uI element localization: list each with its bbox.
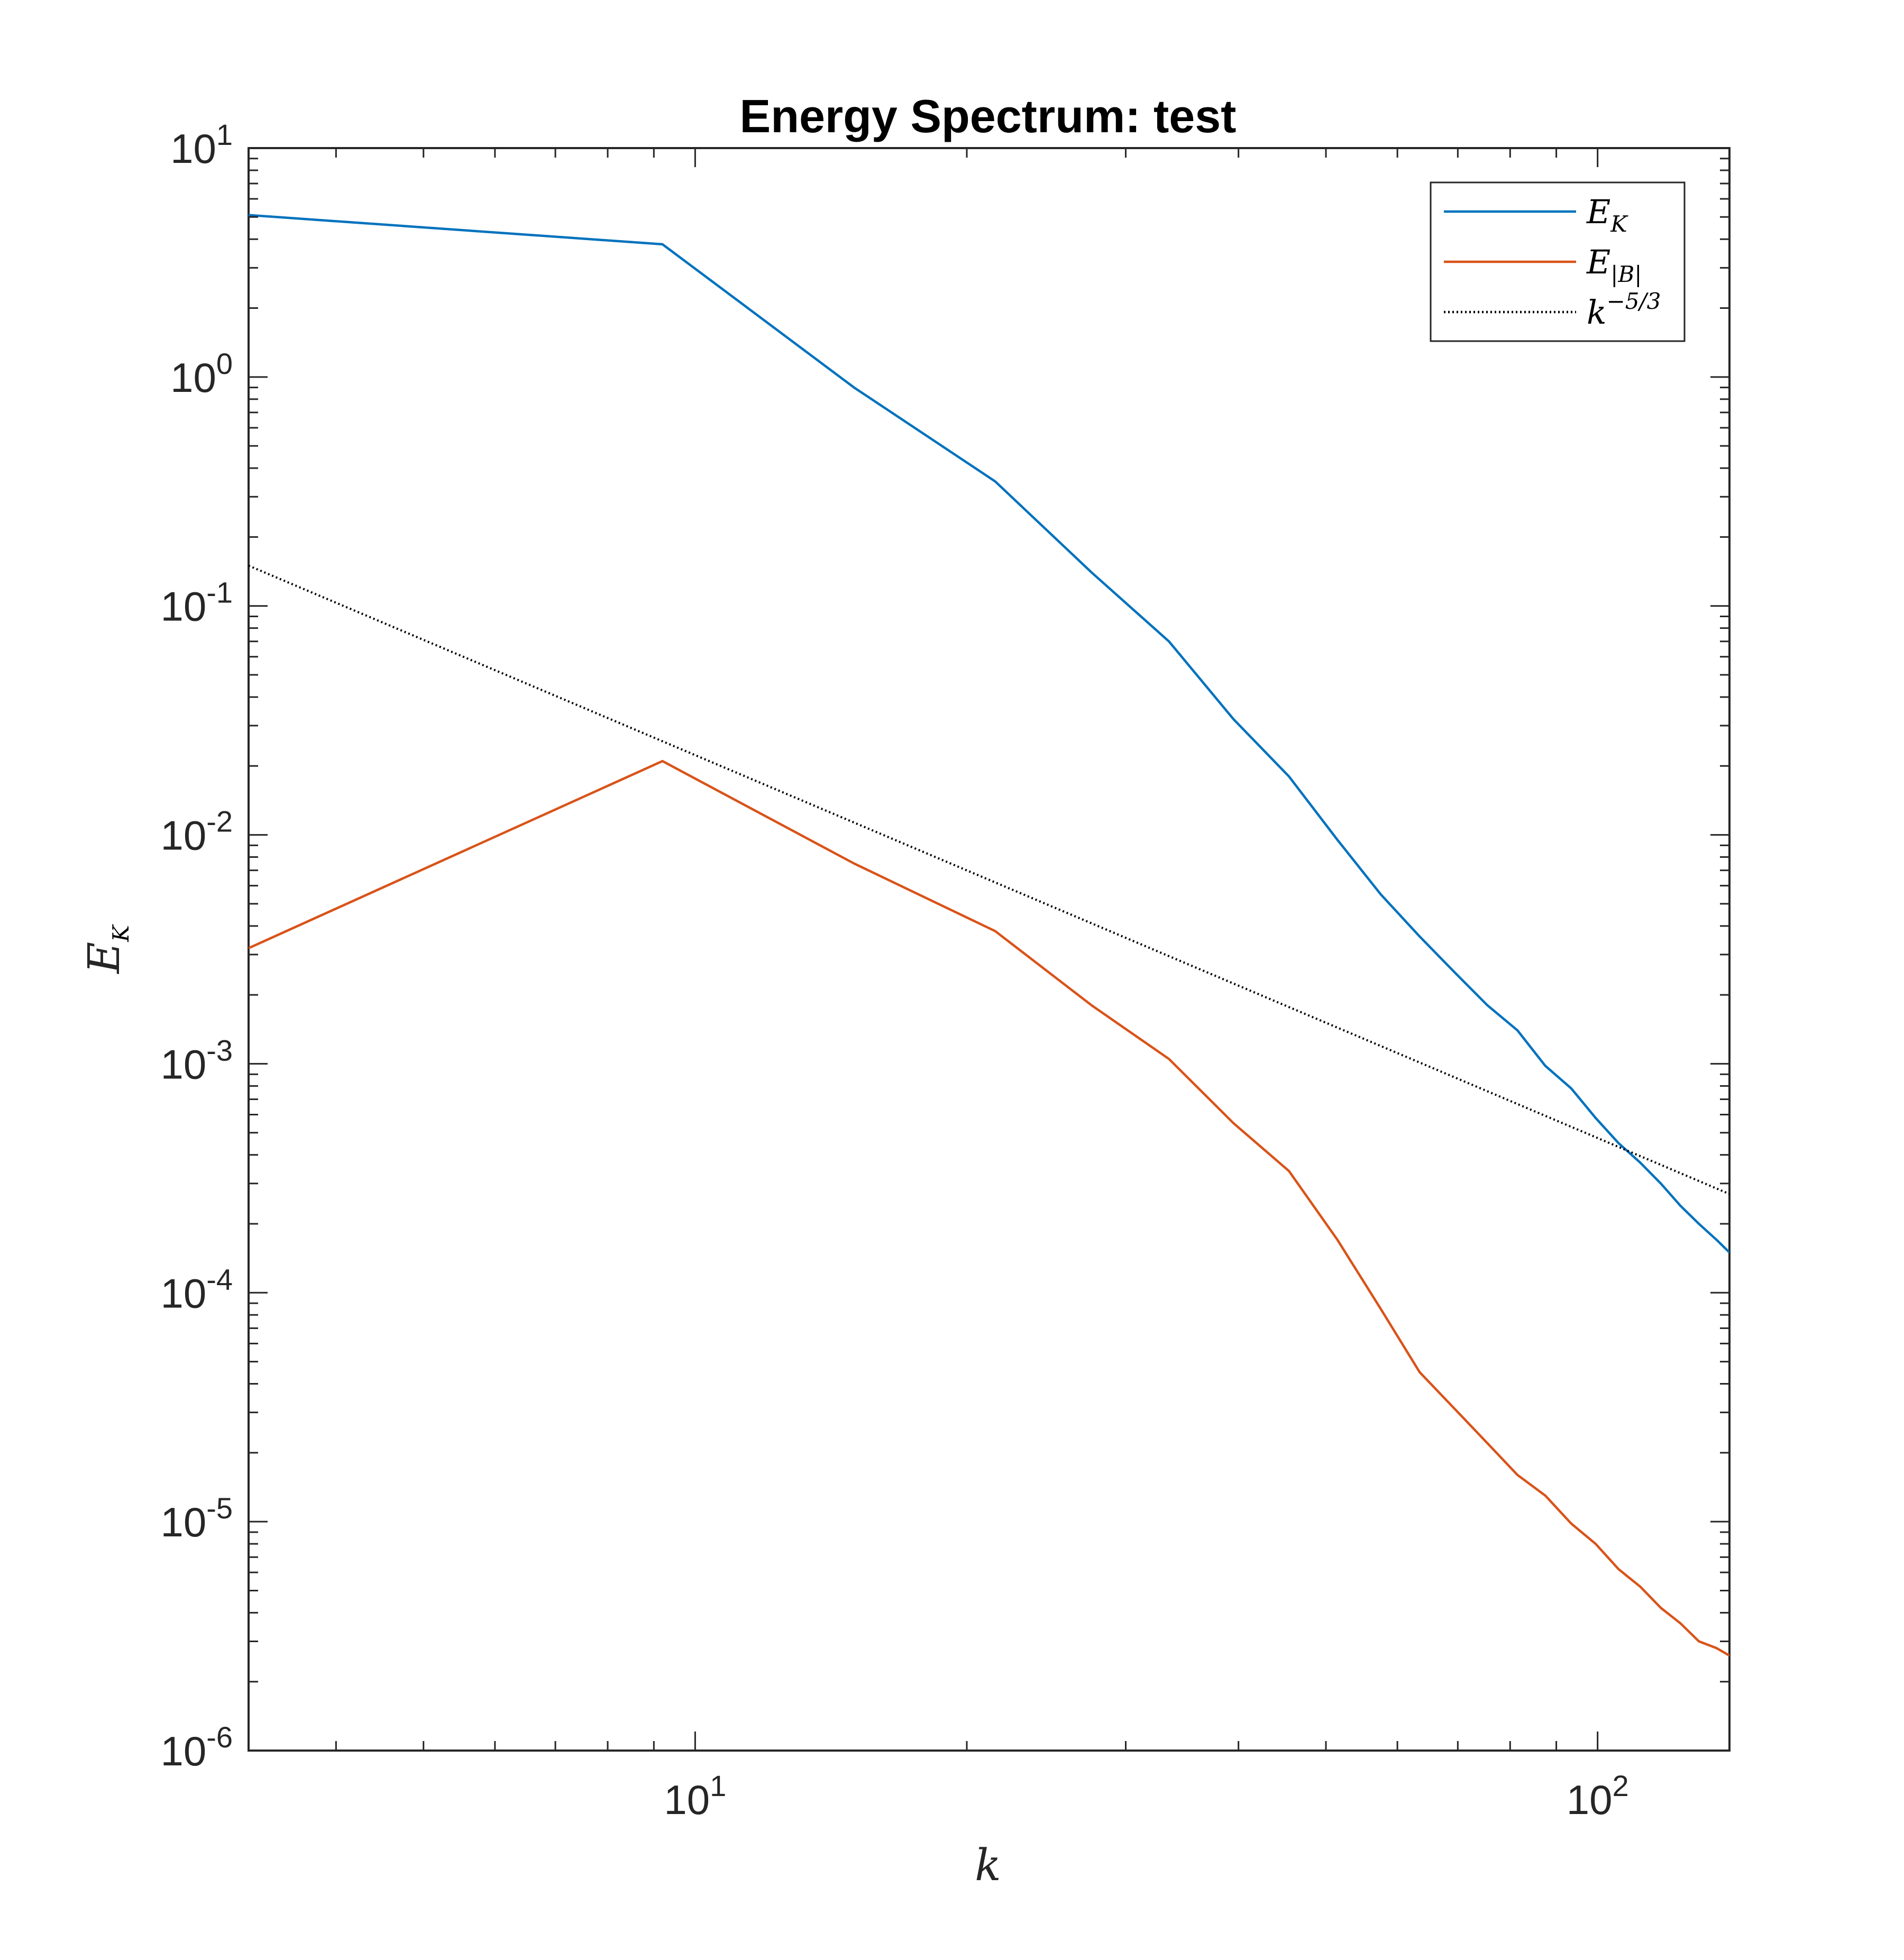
y-tick-label-1: 100 xyxy=(170,347,233,401)
y-tick-label-exp: -2 xyxy=(206,805,233,838)
series-line-0 xyxy=(249,214,1729,1253)
y-tick-label-base: 10 xyxy=(170,125,216,172)
legend-label-0: EK xyxy=(1586,193,1628,237)
y-tick-label-base: 10 xyxy=(160,583,206,630)
y-tick-label-exp: -6 xyxy=(206,1720,233,1754)
legend-label-base: k xyxy=(1587,293,1607,332)
legend-label-base: E xyxy=(1586,193,1610,231)
svg-text:EK: EK xyxy=(79,924,134,975)
legend-label-sub: K xyxy=(1610,211,1628,237)
y-tick-label-exp: -5 xyxy=(206,1491,233,1525)
series-layer xyxy=(249,214,1729,1657)
x-axis-label: k xyxy=(975,1840,1001,1891)
x-tick-label-exp: 2 xyxy=(1612,1769,1628,1802)
plot-frame xyxy=(248,147,1731,1752)
y-tick-label-base: 10 xyxy=(160,812,206,859)
y-tick-label-0: 101 xyxy=(170,118,233,172)
legend-label-2: k−5/3 xyxy=(1587,288,1661,332)
y-tick-label-4: 10-3 xyxy=(160,1033,233,1087)
y-tick-label-5: 10-4 xyxy=(160,1262,233,1316)
y-tick-label-2: 10-1 xyxy=(160,576,233,630)
legend-label-sup: −5/3 xyxy=(1607,288,1661,314)
x-tick-label-base: 10 xyxy=(664,1776,710,1823)
chart-title: Energy Spectrum: test xyxy=(740,90,1237,142)
y-tick-label-base: 10 xyxy=(160,1270,206,1316)
y-tick-label-base: 10 xyxy=(160,1499,206,1545)
series-line-1 xyxy=(249,759,1729,1657)
y-axis-label-sub: K xyxy=(108,924,134,942)
y-tick-label-exp: 1 xyxy=(216,118,233,151)
y-tick-label-exp: -1 xyxy=(206,576,233,609)
y-tick-label-6: 10-5 xyxy=(160,1491,233,1545)
y-tick-label-exp: -3 xyxy=(206,1033,233,1067)
tick-marks xyxy=(249,147,1729,1752)
x-tick-label-0: 101 xyxy=(664,1769,726,1823)
plot-area xyxy=(248,147,1731,1752)
y-tick-label-exp: -4 xyxy=(206,1262,233,1296)
legend-label-base: E xyxy=(1586,243,1610,281)
legend: EKE|B|k−5/3 xyxy=(1430,181,1686,342)
y-tick-label-base: 10 xyxy=(170,354,216,401)
legend-label-1: E|B| xyxy=(1586,243,1642,287)
x-tick-label-base: 10 xyxy=(1567,1776,1613,1823)
y-axis-label-base: E xyxy=(79,942,130,975)
y-tick-label-base: 10 xyxy=(160,1041,206,1087)
x-tick-label-exp: 1 xyxy=(710,1769,726,1802)
x-tick-label-1: 102 xyxy=(1567,1769,1629,1823)
y-tick-label-exp: 0 xyxy=(216,347,233,380)
y-axis-label: EK xyxy=(79,924,134,975)
y-tick-label-3: 10-2 xyxy=(160,805,233,859)
series-line-2 xyxy=(249,564,1729,1195)
y-tick-label-7: 10-6 xyxy=(160,1720,233,1774)
y-tick-label-base: 10 xyxy=(160,1728,206,1774)
legend-label-sub: |B| xyxy=(1610,261,1642,287)
